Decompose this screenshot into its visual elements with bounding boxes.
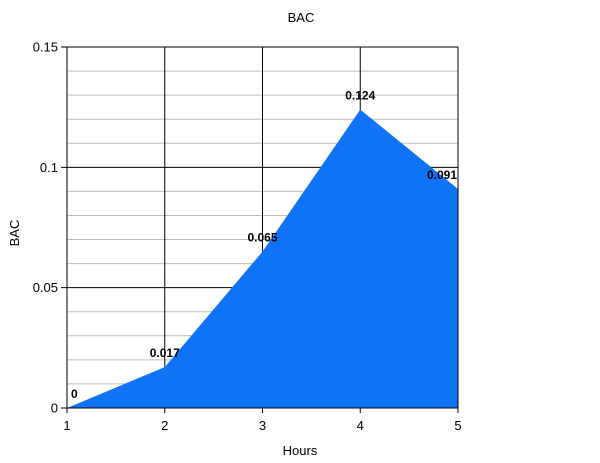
- tick-label-layer: 0 0.05 0.1 0.15 1 2 3 4 5: [33, 40, 462, 434]
- y-tick-label: 0.05: [33, 280, 58, 295]
- data-label: 0.091: [427, 168, 457, 182]
- plot-border-layer: [66, 46, 459, 409]
- data-label: 0.017: [150, 346, 180, 360]
- x-tick-label: 5: [454, 418, 461, 433]
- data-label: 0.065: [247, 231, 277, 245]
- data-point: [262, 251, 263, 253]
- y-axis-title: BAC: [7, 220, 22, 247]
- x-tick-label: 4: [357, 418, 364, 433]
- x-tick-label: 1: [63, 418, 70, 433]
- data-label: 0.124: [345, 89, 375, 103]
- chart-title: BAC: [288, 10, 315, 25]
- data-label: 0: [71, 387, 78, 401]
- plot-area-border: [66, 46, 459, 409]
- y-tick-label: 0.1: [40, 160, 58, 175]
- data-label-layer: 0 0.017 0.065 0.124 0.091: [71, 89, 457, 401]
- data-point: [164, 366, 166, 368]
- y-tick-label: 0: [51, 401, 58, 416]
- x-axis-title: Hours: [283, 443, 318, 458]
- data-point: [359, 109, 361, 111]
- x-tick-label: 3: [259, 418, 266, 433]
- x-tick-label: 2: [161, 418, 168, 433]
- bac-area-series: [67, 109, 458, 408]
- y-tick-label: 0.15: [33, 40, 58, 55]
